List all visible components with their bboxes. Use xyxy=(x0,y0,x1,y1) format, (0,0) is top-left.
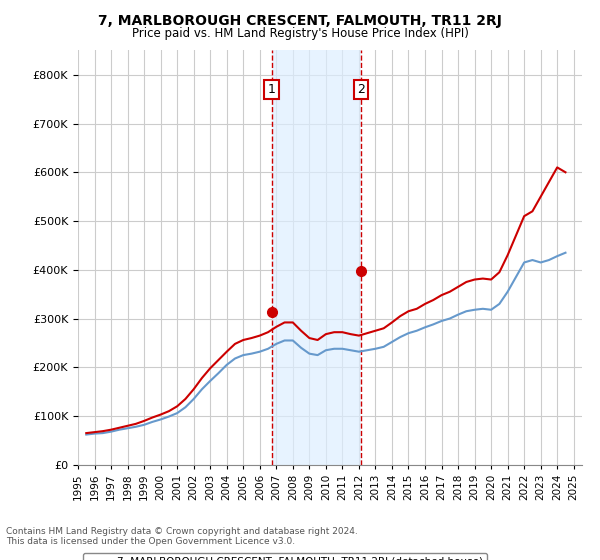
Bar xyxy=(272,50,361,465)
Text: 1: 1 xyxy=(268,83,275,96)
Text: 2: 2 xyxy=(357,83,365,96)
Text: Contains HM Land Registry data © Crown copyright and database right 2024.
This d: Contains HM Land Registry data © Crown c… xyxy=(6,526,358,546)
Legend: 7, MARLBOROUGH CRESCENT, FALMOUTH, TR11 2RJ (detached house), HPI: Average price: 7, MARLBOROUGH CRESCENT, FALMOUTH, TR11 … xyxy=(83,553,487,560)
Text: Price paid vs. HM Land Registry's House Price Index (HPI): Price paid vs. HM Land Registry's House … xyxy=(131,27,469,40)
Text: 7, MARLBOROUGH CRESCENT, FALMOUTH, TR11 2RJ: 7, MARLBOROUGH CRESCENT, FALMOUTH, TR11 … xyxy=(98,14,502,28)
